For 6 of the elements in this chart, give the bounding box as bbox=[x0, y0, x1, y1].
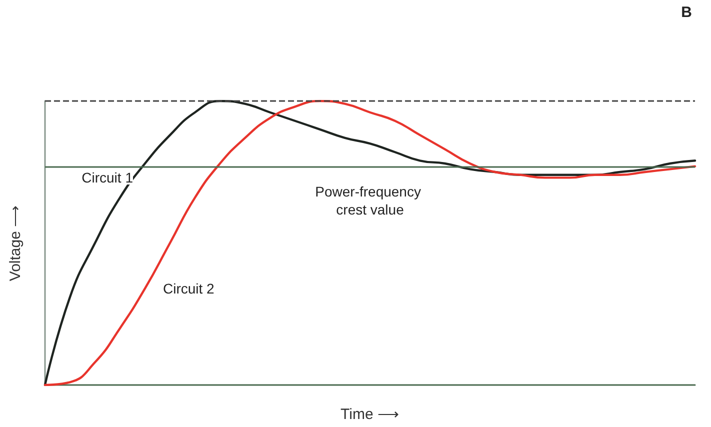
ref-line-label: Power-frequency crest value bbox=[315, 183, 425, 218]
y-axis-title: Voltage ⟶ bbox=[7, 204, 24, 282]
x-axis-title: Time ⟶ bbox=[340, 406, 400, 423]
series-label: Circuit 1 bbox=[82, 169, 134, 186]
chart-title: B bbox=[681, 4, 692, 21]
series-label: Circuit 2 bbox=[163, 280, 215, 296]
